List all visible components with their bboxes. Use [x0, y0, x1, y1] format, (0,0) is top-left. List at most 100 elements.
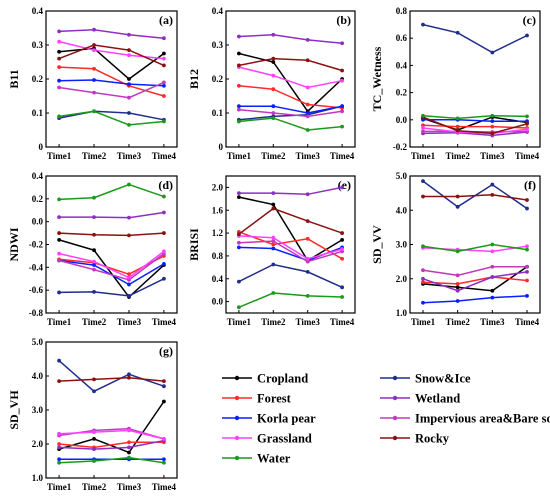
data-point-rocky: [237, 232, 241, 237]
data-point-korla: [271, 246, 276, 251]
data-point-water: [57, 197, 61, 202]
data-point-cropland: [57, 238, 61, 242]
data-point-snow: [490, 50, 495, 55]
data-point-grassland: [57, 39, 61, 44]
series-line-snow: [58, 360, 165, 393]
data-point-water: [127, 455, 131, 460]
data-point-snow: [525, 33, 529, 38]
data-point-grassland: [57, 431, 61, 436]
data-point-impervious: [271, 239, 276, 243]
series-line-water: [238, 117, 343, 131]
data-point-grassland: [490, 249, 495, 254]
x-tick-label: Time4: [515, 151, 540, 161]
data-point-grassland: [57, 251, 61, 256]
x-tick-label: Time2: [82, 317, 107, 327]
y-axis-label: SD_VV: [370, 225, 384, 264]
y-tick-label: 0.4: [212, 274, 224, 284]
legend-label-water: Water: [257, 452, 291, 466]
x-tick-label: Time4: [330, 317, 355, 327]
data-point-korla: [525, 119, 529, 124]
data-point-korla: [271, 104, 276, 109]
data-point-forest: [305, 102, 310, 107]
data-point-wetland: [340, 185, 344, 190]
legend-label-grassland: Grassland: [257, 432, 312, 446]
data-point-snow: [490, 182, 495, 187]
data-point-impervious: [525, 264, 529, 269]
data-point-water: [421, 113, 425, 118]
data-point-water: [237, 119, 241, 124]
data-point-korla: [455, 299, 460, 303]
data-point-forest: [421, 123, 425, 128]
x-tick-label: Time2: [445, 151, 470, 161]
data-point-snow: [127, 372, 131, 377]
x-tick-label: Time2: [261, 151, 286, 161]
data-point-snow: [57, 358, 61, 363]
data-point-korla: [421, 300, 425, 305]
y-axis-label: TC_Wetness: [370, 46, 384, 111]
data-point-wetland: [57, 29, 61, 34]
data-point-water: [92, 195, 96, 200]
panel-b: 0 0.1 0.2 0.3 0.4 Time1 Time2 Time3 Time4 B12 (b): [187, 6, 356, 161]
data-point-wetland: [421, 276, 425, 281]
data-point-wetland: [92, 447, 96, 451]
y-tick-label: 0.8: [396, 6, 408, 16]
series-line-water: [422, 114, 528, 120]
series-line-snow: [238, 105, 343, 121]
y-tick-label: 2.0: [396, 274, 408, 284]
data-point-wetland: [455, 288, 460, 293]
y-tick-label: 4.0: [396, 205, 408, 215]
data-point-rocky: [271, 56, 276, 61]
data-point-forest: [455, 281, 460, 286]
series-line-cropland: [58, 239, 165, 299]
y-tick-label: 1.0: [396, 308, 408, 318]
data-point-rocky: [455, 128, 460, 133]
series-line-cropland: [58, 401, 165, 454]
y-tick-label: 5.0: [396, 171, 408, 181]
y-axis-label: NDWI: [7, 227, 21, 261]
panel-f: 1.0 2.0 3.0 4.0 5.0 Time1 Time2 Time3 Time4 SD_VV…: [370, 171, 541, 327]
data-point-impervious: [305, 259, 310, 264]
data-point-grassland: [340, 247, 344, 251]
data-point-rocky: [57, 231, 61, 235]
data-point-water: [271, 291, 276, 295]
data-point-grassland: [271, 235, 276, 240]
data-point-snow: [162, 276, 166, 281]
data-point-rocky: [271, 206, 276, 211]
legend-label-wetland: Wetland: [415, 392, 460, 406]
series-line-cropland: [238, 52, 343, 113]
data-point-korla: [127, 82, 131, 86]
data-point-snow: [455, 30, 460, 35]
y-tick-label: 0.0: [32, 217, 44, 227]
data-point-snow: [237, 279, 241, 284]
panel-label: (f): [524, 178, 536, 192]
y-tick-label: 0.4: [32, 6, 44, 16]
y-tick-label: 0.1: [32, 108, 44, 118]
data-point-cropland: [237, 51, 241, 56]
data-point-snow: [421, 22, 425, 27]
y-tick-label: 0.1: [212, 108, 224, 118]
data-point-snow: [340, 285, 344, 290]
y-tick-label: 0.3: [212, 40, 224, 50]
series-line-wetland: [59, 439, 165, 450]
data-point-cropland: [490, 288, 495, 293]
data-point-cropland: [92, 437, 96, 441]
series-line-snow: [58, 110, 165, 121]
data-point-wetland: [525, 270, 529, 274]
y-axis-label: B12: [187, 69, 201, 89]
panel-e: 0.0 0.4 0.8 1.2 1.6 2.0 Time1 Time2 Time3 Time4 BR…: [187, 175, 356, 327]
data-point-cropland: [455, 285, 460, 290]
data-point-snow: [421, 179, 425, 184]
data-point-snow: [271, 262, 276, 267]
data-point-rocky: [57, 379, 61, 383]
y-tick-label: -0.8: [29, 308, 44, 318]
series-line-water: [59, 456, 165, 464]
data-point-forest: [57, 65, 61, 69]
y-tick-label: 0.2: [396, 88, 408, 98]
series-line-grassland: [58, 250, 165, 279]
y-tick-label: 1.6: [212, 205, 224, 215]
series-line-snow: [238, 263, 343, 288]
series-line-grassland: [58, 40, 164, 60]
legend-marker-water: [234, 455, 240, 461]
data-point-water: [162, 119, 166, 124]
